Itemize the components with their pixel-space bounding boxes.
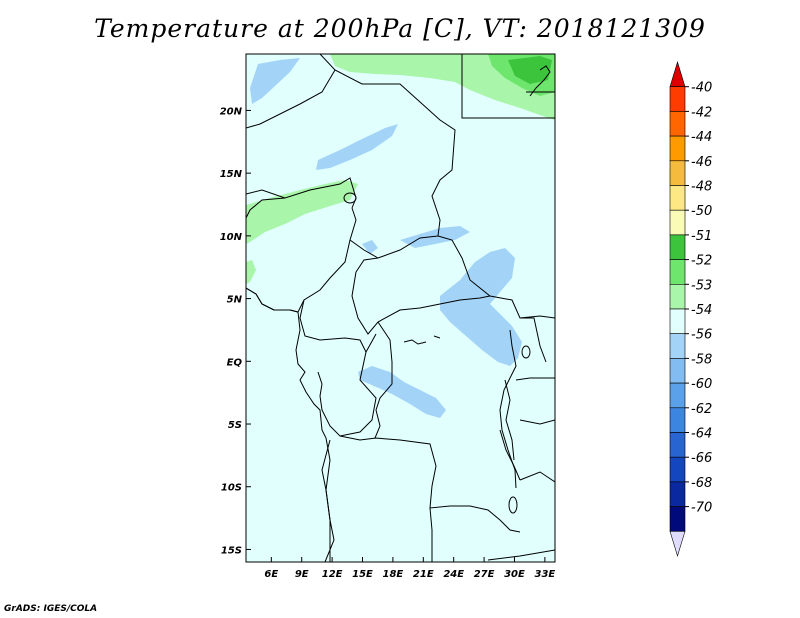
field-region-nw-blue (250, 58, 300, 104)
colorbar-swatch (669, 283, 686, 310)
lon-tick-label: 30E (504, 569, 525, 580)
lon-tick-label: 6E (264, 569, 278, 580)
lon-tick-label: 9E (295, 569, 309, 580)
lon-tick-label: 15E (352, 569, 373, 580)
lon-tick-label: 21E (413, 569, 434, 580)
colorbar-label: -48 (691, 180, 712, 195)
lat-tick-label: 5S (228, 420, 242, 431)
colorbar-label: -54 (691, 303, 712, 318)
colorbar-label: -58 (691, 352, 712, 367)
colorbar-label: -68 (691, 476, 712, 491)
colorbar-swatch (669, 234, 686, 260)
colorbar-swatch (669, 456, 686, 483)
colorbar-swatch (669, 432, 686, 458)
colorbar-swatch (669, 185, 686, 211)
colorbar-swatch (669, 530, 686, 558)
colorbar-label: -51 (691, 229, 712, 244)
lat-tick-label: 15N (220, 169, 243, 180)
colorbar-label: -64 (691, 427, 712, 442)
colorbar-label: -42 (691, 105, 712, 120)
colorbar-label: -66 (691, 451, 712, 466)
lon-tick-label: 27E (474, 569, 495, 580)
field-region-sahel-green (246, 180, 358, 244)
lat-tick-label: 10N (220, 232, 243, 243)
map-title: Temperature at 200hPa [C], VT: 201812130… (94, 14, 706, 43)
credit-label: GrADS: IGES/COLA (4, 604, 98, 614)
field-region-east-blue (440, 248, 522, 366)
colorbar-swatch (669, 86, 686, 112)
latitude-axis: 20N 15N 10N 5N EQ 5S 10S 15S (220, 106, 251, 556)
colorbar-swatch (669, 60, 686, 87)
lat-tick-label: 20N (220, 106, 243, 117)
field-region-central-north-blue (400, 226, 470, 248)
map-lakes (343, 65, 551, 514)
lon-tick-label: 24E (443, 569, 464, 580)
colorbar-label: -56 (691, 328, 712, 343)
colorbar-swatch (669, 209, 686, 236)
colorbar-label: -44 (691, 130, 712, 145)
field-region-west-green (246, 260, 256, 284)
colorbar-swatch (669, 358, 686, 384)
colorbar-swatch (669, 382, 686, 409)
lon-tick-label: 18E (383, 569, 404, 580)
colorbar-label: -52 (691, 254, 712, 269)
lat-tick-label: 15S (221, 545, 242, 556)
colorbar: -40 -42 -44 -46 -48 -50 -51 -52 -53 -54 -56 -58 -60 -… (669, 60, 712, 558)
colorbar-swatch (669, 407, 686, 433)
colorbar-label: -62 (691, 402, 712, 417)
lat-tick-label: 5N (227, 295, 243, 306)
field-region-congo-blue (358, 366, 446, 418)
longitude-axis: 6E 9E 12E 15E 18E 21E 24E 27E 30E 33E (264, 557, 555, 580)
colorbar-swatch (669, 506, 686, 532)
map-background-field (246, 54, 555, 562)
field-region-nw-blue-small (362, 240, 378, 254)
colorbar-swatch (669, 135, 686, 162)
lat-tick-label: EQ (227, 357, 243, 368)
colorbar-swatch (669, 111, 686, 137)
map-boundaries (246, 54, 555, 562)
colorbar-label: -60 (691, 377, 712, 392)
colorbar-swatch (669, 160, 686, 186)
colorbar-label: -40 (691, 81, 712, 96)
field-region-north-blue (316, 124, 398, 170)
map-frame (245, 53, 556, 563)
colorbar-label: -53 (691, 278, 712, 293)
colorbar-label: -50 (691, 204, 712, 219)
field-region-northeast-green3 (508, 56, 552, 84)
lon-tick-label: 33E (534, 569, 555, 580)
map-plot-area (246, 54, 555, 562)
lon-tick-label: 12E (322, 569, 343, 580)
colorbar-swatch (669, 308, 686, 335)
colorbar-swatch (669, 481, 686, 507)
colorbar-swatch (669, 259, 686, 285)
lat-tick-label: 10S (221, 483, 242, 494)
colorbar-swatch (669, 333, 686, 359)
colorbar-label: -70 (691, 501, 712, 516)
colorbar-label: -46 (691, 155, 712, 170)
